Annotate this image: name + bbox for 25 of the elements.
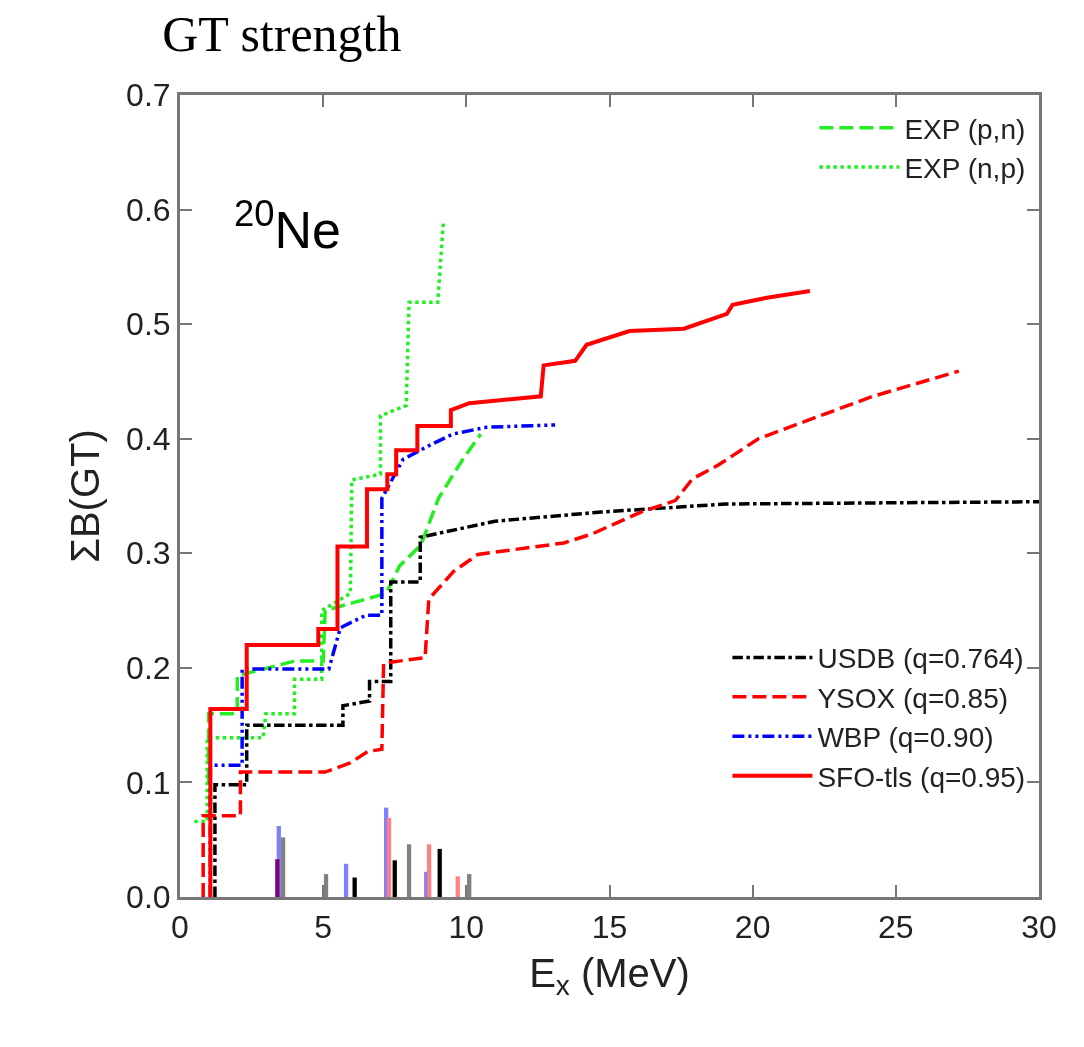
y-tick-label: 0.4 <box>126 420 171 457</box>
y-tick-label: 0.1 <box>126 764 171 801</box>
y-tick-label: 0.2 <box>126 650 171 687</box>
annotation: $^{20}$Ne <box>234 193 341 259</box>
x-tick-label: 20 <box>734 909 771 946</box>
legend-label: SFO-tls (q=0.95) <box>817 761 1026 793</box>
x-tick-label: 30 <box>1021 909 1057 946</box>
x-axis-title: E$_{x}$ (MeV) <box>529 950 690 1002</box>
legend-label: USDB (q=0.764) <box>817 643 1024 675</box>
legend-label: EXP (n,p) <box>904 153 1026 185</box>
legend-label: EXP (p,n) <box>904 113 1026 145</box>
y-tick-label: 0.5 <box>126 306 171 343</box>
x-tick-label: 5 <box>314 909 333 946</box>
legend-label: WBP (q=0.90) <box>817 722 994 754</box>
y-tick-label: 0.7 <box>126 77 171 114</box>
y-tick-label: 0.0 <box>126 879 171 916</box>
x-tick-label: 10 <box>448 909 485 946</box>
legend-label: YSOX (q=0.85) <box>817 682 1009 714</box>
x-tick-label: 15 <box>591 909 628 946</box>
y-axis-title: ΣB(GT) <box>62 429 107 563</box>
y-tick-label: 0.3 <box>126 535 171 572</box>
x-tick-label: 25 <box>878 909 914 946</box>
x-tick-label: 0 <box>171 909 189 946</box>
y-tick-label: 0.6 <box>126 191 171 228</box>
chart-title: GT strength <box>162 5 402 62</box>
